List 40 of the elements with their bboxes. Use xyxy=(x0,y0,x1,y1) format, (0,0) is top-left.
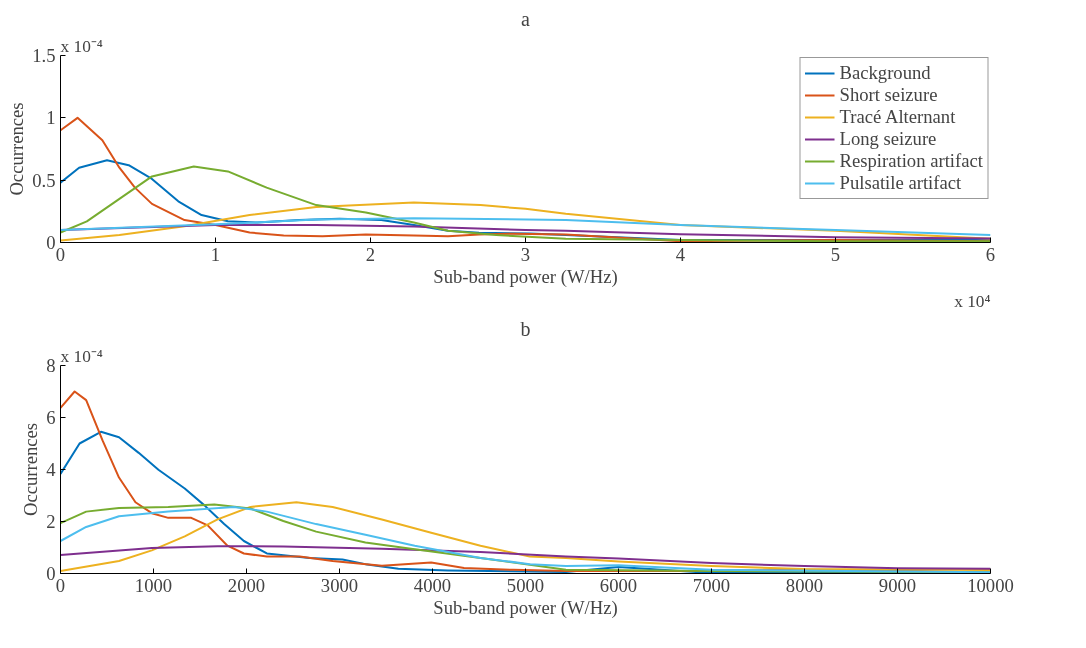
x-tick-label: 8000 xyxy=(785,574,824,596)
x-tick-label: 3 xyxy=(520,243,531,265)
x-tick-label: 3000 xyxy=(320,574,359,596)
legend-label: Respiration artifact xyxy=(839,150,983,172)
chart-title: a xyxy=(521,7,531,30)
x-tick-label: 5 xyxy=(830,243,841,265)
x-tick-label: 4000 xyxy=(413,574,452,596)
y-tick-label: 0.5 xyxy=(32,169,56,191)
annotation: x 10⁻⁴ xyxy=(60,346,103,366)
chart-title: b xyxy=(520,317,531,340)
y-tick-label: 8 xyxy=(46,355,56,376)
y-tick-label: 1 xyxy=(46,107,56,129)
y-tick-label: 1.5 xyxy=(32,45,56,66)
y-tick-label: 4 xyxy=(46,459,57,480)
annotation: x 10⁻⁴ xyxy=(60,36,103,56)
x-tick-label: 1000 xyxy=(134,574,173,596)
line-series xyxy=(60,217,991,237)
y-tick-label: 2 xyxy=(46,511,56,532)
legend-label: Short seizure xyxy=(839,84,938,106)
y-tick-label: 6 xyxy=(46,407,56,428)
x-axis-title: Sub-band power (W/Hz) xyxy=(433,596,618,619)
x-axis-title: Sub-band power (W/Hz) xyxy=(433,265,618,288)
x-tick-label: 10000 xyxy=(967,574,1014,596)
text: x 10⁴ xyxy=(954,291,991,311)
line-series xyxy=(60,545,991,570)
legend-label: Tracé Alternant xyxy=(839,106,956,128)
x-tick-label: 6 xyxy=(985,243,996,265)
x-tick-label: 1 xyxy=(210,243,221,265)
y-axis-title: Occurrences xyxy=(20,422,42,517)
x-tick-label: 7000 xyxy=(692,574,731,596)
legend-label: Background xyxy=(839,62,931,84)
legend-label: Pulsatile artifact xyxy=(839,172,962,194)
x-tick-label: 9000 xyxy=(878,574,917,596)
x-tick-label: 5000 xyxy=(506,574,545,596)
legend-label: Long seizure xyxy=(839,128,937,150)
x-tick-label: 2 xyxy=(365,243,376,265)
x-tick-label: 6000 xyxy=(599,574,638,596)
x-tick-label: 4 xyxy=(675,243,686,265)
x-tick-label: 2000 xyxy=(227,574,266,596)
y-axis-title: Occurrences xyxy=(6,102,28,196)
